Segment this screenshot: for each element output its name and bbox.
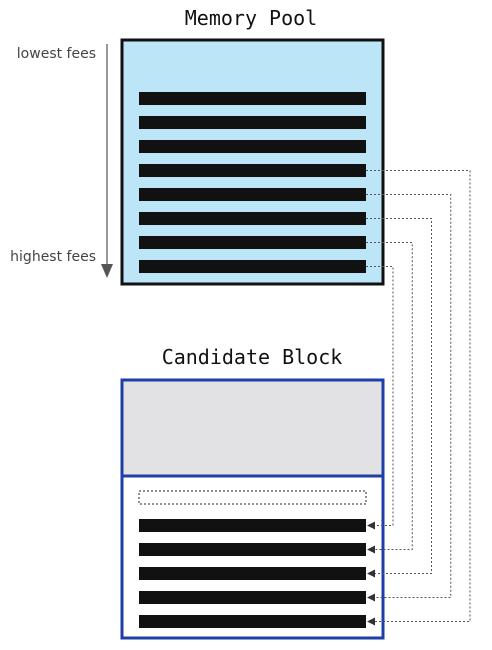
mempool-transaction-bar: [139, 236, 366, 249]
block-transaction-bar: [139, 615, 366, 628]
lowest-fees-label: lowest fees: [17, 46, 96, 62]
mempool-transaction-bar: [139, 164, 366, 177]
mempool-transaction-bar: [139, 188, 366, 201]
block-transaction-bar: [139, 519, 366, 532]
memory-pool-transactions: [139, 92, 366, 273]
candidate-block-box: [120, 378, 385, 640]
block-transaction-bar: [139, 543, 366, 556]
highest-fees-label: highest fees: [10, 249, 96, 265]
transaction-connection-line: [366, 218, 432, 578]
mempool-transaction-bar: [139, 116, 366, 129]
block-transaction-bar: [139, 567, 366, 580]
candidate-block-empty-slots: [138, 490, 367, 505]
transaction-connection-line: [366, 170, 471, 626]
fee-axis-arrow-icon: [101, 264, 113, 278]
transaction-connection-line: [366, 194, 452, 602]
candidate-block-transactions: [139, 519, 366, 628]
mempool-transaction-bar: [139, 212, 366, 225]
transaction-connections: [366, 170, 471, 626]
empty-transaction-slot: [138, 490, 367, 505]
transaction-connection-line: [366, 266, 394, 530]
memory-pool-title: Memory Pool: [185, 6, 317, 30]
candidate-block-body: [122, 476, 383, 638]
mempool-transaction-bar: [139, 92, 366, 105]
candidate-block-header: [122, 380, 383, 476]
mempool-transaction-bar: [139, 140, 366, 153]
block-transaction-bar: [139, 591, 366, 604]
mempool-transaction-bar: [139, 260, 366, 273]
candidate-block-title: Candidate Block: [162, 345, 343, 369]
